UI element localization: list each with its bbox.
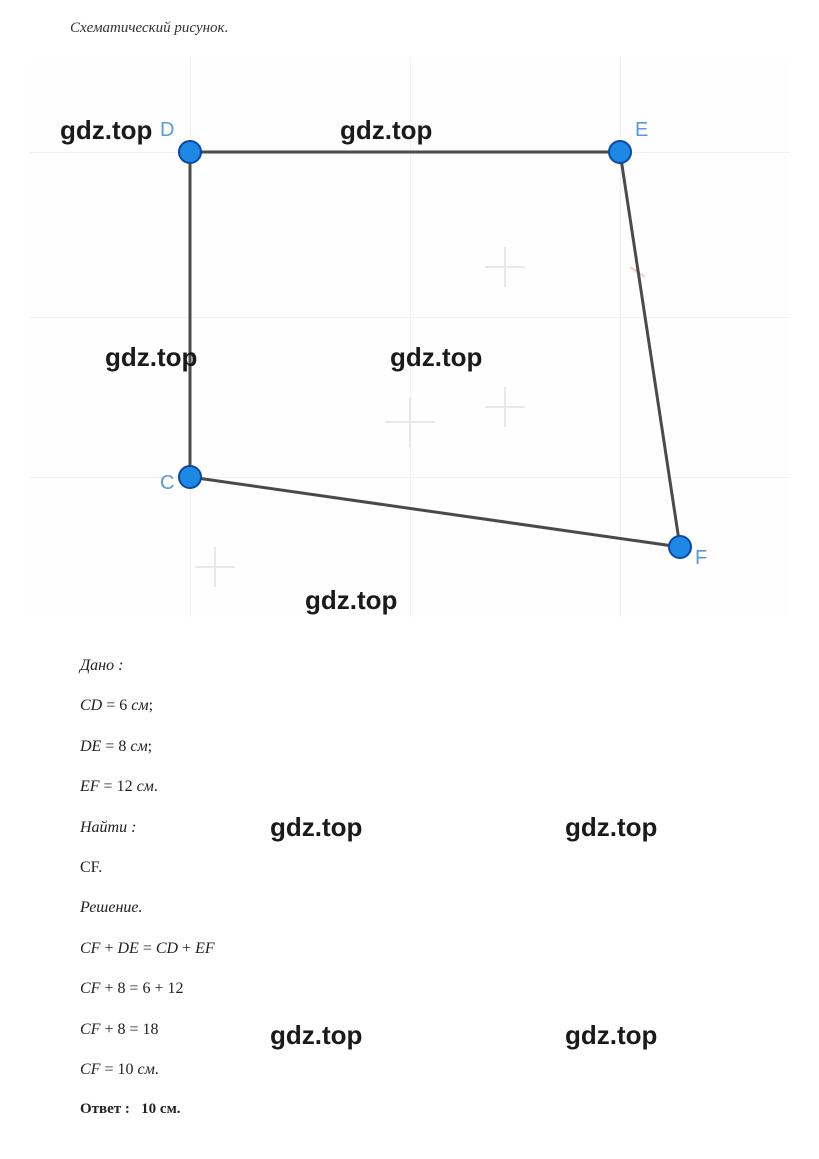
watermark: gdz.top: [270, 1020, 362, 1051]
header-text: Схематический рисунок.: [70, 20, 789, 37]
point-E: [609, 141, 631, 163]
dano-line: CD = 6 см;: [80, 687, 789, 725]
naiti-value: CF.: [80, 849, 789, 887]
content-section: Дано : CD = 6 см; DE = 8 см; EF = 12 см.…: [80, 647, 789, 1127]
point-F: [669, 536, 691, 558]
point-C: [179, 466, 201, 488]
watermark: gdz.top: [60, 115, 152, 146]
watermark: gdz.top: [105, 342, 197, 373]
label-E: E: [635, 119, 648, 142]
label-C: C: [160, 472, 174, 495]
edge-EF: [620, 152, 680, 547]
edge-FC: [190, 477, 680, 547]
point-D: [179, 141, 201, 163]
reshenie-line: CF + 8 = 18: [80, 1011, 789, 1049]
answer-line: Ответ : 10 см.: [80, 1091, 789, 1127]
watermark: gdz.top: [390, 342, 482, 373]
reshenie-line: CF = 10 см.: [80, 1051, 789, 1089]
answer-label: Ответ :: [80, 1101, 130, 1117]
watermark: gdz.top: [305, 585, 397, 616]
watermark: gdz.top: [565, 812, 657, 843]
naiti-label: Найти :: [80, 809, 789, 847]
answer-value: 10 см.: [141, 1101, 180, 1117]
dano-label: Дано :: [80, 647, 789, 685]
reshenie-line: CF + 8 = 6 + 12: [80, 970, 789, 1008]
label-F: F: [695, 547, 707, 570]
reshenie-line: CF + DE = CD + EF: [80, 930, 789, 968]
watermark: gdz.top: [270, 812, 362, 843]
dano-line: DE = 8 см;: [80, 728, 789, 766]
label-D: D: [160, 119, 174, 142]
watermark: gdz.top: [565, 1020, 657, 1051]
reshenie-label: Решение.: [80, 889, 789, 927]
dano-line: EF = 12 см.: [80, 768, 789, 806]
watermark: gdz.top: [340, 115, 432, 146]
diagram-container: D E C F gdz.top gdz.top gdz.top gdz.top …: [30, 57, 790, 617]
